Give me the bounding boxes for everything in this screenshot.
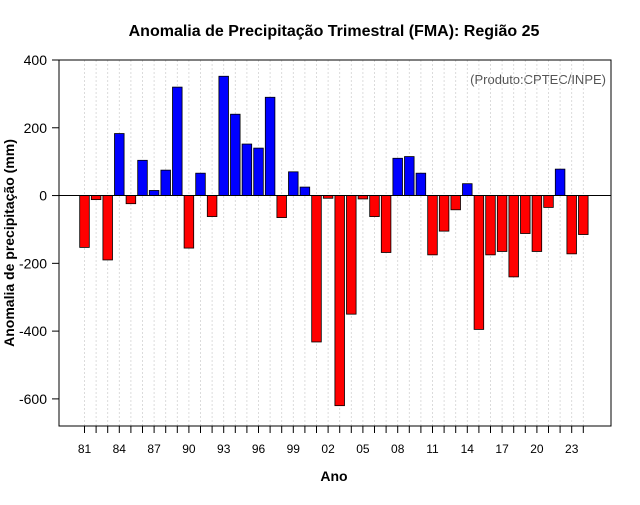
bar-2007 [380, 195, 392, 253]
bar-2019 [520, 195, 531, 234]
x-tick-label: 11 [426, 442, 439, 456]
bar-2009 [404, 156, 415, 196]
bar-2012 [438, 195, 450, 232]
x-tick-label: 05 [356, 442, 370, 456]
bar-1982 [90, 195, 102, 201]
bar-2005 [357, 195, 369, 200]
bar-2015 [473, 195, 485, 330]
x-tick-label: 87 [147, 442, 161, 456]
y-tick-label: -600 [19, 391, 47, 407]
bar-1991 [195, 172, 206, 196]
bar-2003 [334, 195, 345, 407]
bars-layer [79, 75, 589, 407]
bar-2022 [554, 168, 566, 196]
bar-2018 [508, 195, 519, 278]
bar-1987 [148, 190, 160, 196]
y-tick-label: -400 [19, 323, 47, 339]
x-ticks-layer: 81 84 87 90 93 96 99 02 05 08 11 14 17 20 23 [78, 426, 584, 456]
bar-1984 [114, 133, 125, 196]
bar-2021 [543, 195, 554, 208]
bar-2010 [415, 172, 427, 196]
bar-1999 [288, 171, 299, 196]
x-tick-label: 08 [391, 442, 405, 456]
x-tick-label: 96 [252, 442, 266, 456]
x-axis-label: Ano [320, 468, 347, 484]
bar-2016 [485, 195, 496, 256]
bar-1983 [102, 195, 113, 261]
bar-1998 [276, 195, 287, 218]
y-tick-label: 0 [39, 188, 47, 204]
bar-2004 [346, 195, 357, 315]
plot-frame [58, 59, 612, 427]
x-tick-label: 14 [461, 442, 475, 456]
axes-layer [58, 59, 612, 427]
bar-2006 [369, 195, 380, 217]
bar-1995 [241, 143, 253, 196]
x-tick-label: 20 [530, 442, 544, 456]
y-tick-label: -200 [19, 255, 47, 271]
bar-2017 [496, 195, 508, 252]
x-tick-label: 23 [565, 442, 579, 456]
chart-title: Anomalia de Precipitação Trimestral (FMA… [129, 23, 540, 40]
bar-2001 [311, 195, 322, 343]
bar-1993 [218, 75, 229, 196]
y-ticks-layer: 400 200 0 -200 -400 -600 [19, 52, 59, 407]
bar-2000 [299, 186, 311, 196]
bar-1996 [253, 147, 264, 196]
y-tick-label: 400 [24, 52, 48, 68]
bar-1994 [230, 113, 241, 196]
x-tick-label: 90 [182, 442, 196, 456]
bar-1997 [264, 96, 276, 196]
bar-1981 [79, 195, 90, 248]
bar-2020 [531, 195, 543, 252]
bar-1986 [137, 159, 148, 196]
bar-1985 [125, 195, 137, 205]
bar-2024 [578, 195, 589, 235]
bar-1992 [206, 195, 218, 217]
x-tick-label: 93 [217, 442, 231, 456]
y-tick-label: 200 [24, 120, 48, 136]
bar-1988 [160, 169, 171, 196]
bar-2014 [462, 183, 473, 196]
x-tick-label: 02 [321, 442, 335, 456]
bar-2008 [392, 157, 403, 196]
x-tick-label: 17 [495, 442, 509, 456]
x-tick-label: 81 [78, 442, 92, 456]
bar-2011 [427, 195, 438, 256]
y-axis-label: Anomalia de precipitação (mm) [1, 139, 17, 347]
bar-1990 [183, 195, 195, 249]
bar-2013 [450, 195, 461, 211]
x-tick-label: 99 [287, 442, 301, 456]
bar-1989 [172, 86, 183, 196]
credit-text: (Produto:CPTEC/INPE) [470, 72, 606, 87]
x-tick-label: 84 [113, 442, 127, 456]
bar-2023 [566, 195, 577, 255]
grid-layer [84, 60, 584, 426]
